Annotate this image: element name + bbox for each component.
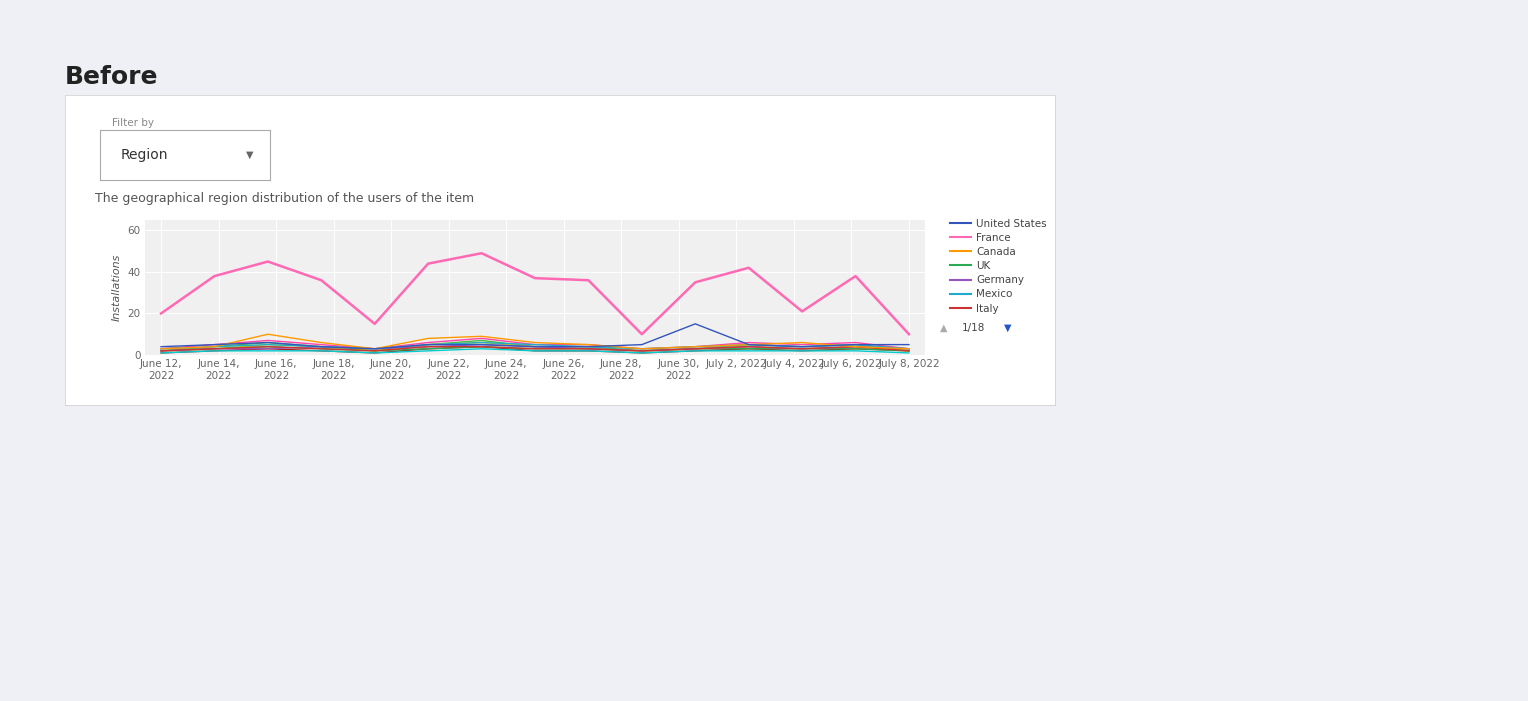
Text: ▲: ▲ <box>940 323 947 333</box>
Text: ▼: ▼ <box>246 150 254 160</box>
Text: Filter by: Filter by <box>112 118 154 128</box>
Text: Before: Before <box>66 65 159 89</box>
Text: ▼: ▼ <box>1004 323 1012 333</box>
Text: Region: Region <box>121 148 168 162</box>
Text: The geographical region distribution of the users of the item: The geographical region distribution of … <box>95 192 474 205</box>
Y-axis label: Installations: Installations <box>112 254 122 321</box>
Legend: United States, France, Canada, UK, Germany, Mexico, Italy: United States, France, Canada, UK, Germa… <box>946 215 1051 318</box>
Text: 1/18: 1/18 <box>961 323 984 333</box>
